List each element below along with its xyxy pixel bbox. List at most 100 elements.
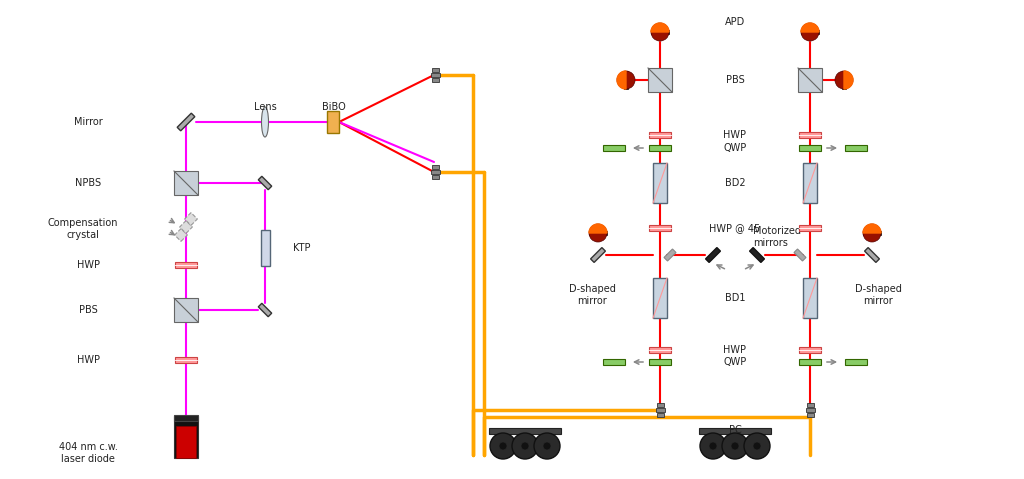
Bar <box>258 303 271 317</box>
Bar <box>431 165 438 169</box>
Bar <box>489 428 561 434</box>
Bar <box>431 68 438 72</box>
Bar <box>656 403 664 407</box>
Bar <box>806 408 814 412</box>
Bar <box>664 249 676 261</box>
Text: Mirror: Mirror <box>74 117 102 127</box>
Bar <box>260 230 269 266</box>
Text: APD: APD <box>725 17 745 27</box>
Text: HWP @ 45: HWP @ 45 <box>710 223 761 233</box>
Circle shape <box>835 71 853 89</box>
Bar <box>589 231 607 235</box>
Circle shape <box>731 442 739 450</box>
Bar <box>174 415 198 421</box>
Circle shape <box>521 442 529 450</box>
Bar <box>799 225 821 231</box>
Circle shape <box>700 433 726 459</box>
Text: HWP: HWP <box>724 130 746 140</box>
Polygon shape <box>863 224 881 233</box>
Bar <box>431 78 438 82</box>
Circle shape <box>499 442 507 450</box>
Bar <box>807 413 813 417</box>
Text: Compensation
crystal: Compensation crystal <box>48 218 118 240</box>
Bar <box>706 248 721 262</box>
Bar <box>799 347 821 353</box>
Bar <box>179 221 193 233</box>
Bar <box>258 176 271 190</box>
Bar <box>184 213 198 225</box>
Bar <box>175 262 197 268</box>
Bar <box>863 231 881 235</box>
Bar <box>750 248 765 262</box>
Bar <box>803 278 817 318</box>
Text: QWP: QWP <box>723 143 746 153</box>
Bar <box>649 225 671 231</box>
Text: D-shaped
mirror: D-shaped mirror <box>855 284 901 306</box>
Circle shape <box>617 71 635 89</box>
Bar <box>591 248 605 262</box>
Bar <box>603 359 625 365</box>
Bar <box>699 428 771 434</box>
Circle shape <box>534 433 560 459</box>
Polygon shape <box>617 71 626 89</box>
Bar <box>803 163 817 203</box>
Bar <box>845 145 867 151</box>
Circle shape <box>651 23 669 41</box>
Bar <box>431 175 438 179</box>
Bar <box>656 413 664 417</box>
Polygon shape <box>801 23 819 32</box>
Text: Lens: Lens <box>254 102 276 112</box>
Text: Motorized
mirrors: Motorized mirrors <box>753 226 801 248</box>
Bar <box>653 278 667 318</box>
Circle shape <box>543 442 551 450</box>
Circle shape <box>801 23 819 41</box>
Bar <box>174 298 198 322</box>
Text: PBS: PBS <box>726 75 744 85</box>
Text: BD1: BD1 <box>725 293 745 303</box>
Bar <box>799 145 821 151</box>
Text: 404 nm c.w.
laser diode: 404 nm c.w. laser diode <box>58 442 118 464</box>
Circle shape <box>863 224 881 242</box>
Text: HWP: HWP <box>77 355 99 365</box>
Bar <box>327 111 339 133</box>
Bar <box>864 248 880 262</box>
Polygon shape <box>589 224 607 233</box>
Text: HWP: HWP <box>724 345 746 355</box>
Bar <box>175 357 197 363</box>
Bar <box>842 71 846 89</box>
Circle shape <box>753 442 761 450</box>
Bar <box>430 170 439 174</box>
Text: HWP: HWP <box>77 260 99 270</box>
Circle shape <box>589 224 607 242</box>
Text: KTP: KTP <box>293 243 310 253</box>
Text: QWP: QWP <box>723 357 746 367</box>
Bar <box>174 171 198 195</box>
Text: BiBO: BiBO <box>323 102 346 112</box>
Bar <box>649 145 671 151</box>
Text: NPBS: NPBS <box>75 178 101 188</box>
Bar <box>649 132 671 138</box>
Polygon shape <box>844 71 853 89</box>
Bar <box>799 359 821 365</box>
Bar <box>655 408 665 412</box>
Bar <box>624 71 628 89</box>
Text: PC: PC <box>729 425 741 435</box>
Bar <box>798 68 822 92</box>
Text: BD2: BD2 <box>725 178 745 188</box>
Bar <box>794 249 806 261</box>
Bar <box>651 30 669 34</box>
Bar <box>430 73 439 77</box>
Bar <box>175 228 187 241</box>
Bar <box>649 347 671 353</box>
Bar <box>177 113 195 131</box>
Bar <box>845 359 867 365</box>
Circle shape <box>490 433 516 459</box>
Bar <box>807 403 813 407</box>
Ellipse shape <box>261 107 268 137</box>
Bar <box>649 359 671 365</box>
Bar <box>603 145 625 151</box>
Text: PBS: PBS <box>79 305 97 315</box>
Bar <box>799 132 821 138</box>
Circle shape <box>709 442 717 450</box>
Circle shape <box>722 433 748 459</box>
